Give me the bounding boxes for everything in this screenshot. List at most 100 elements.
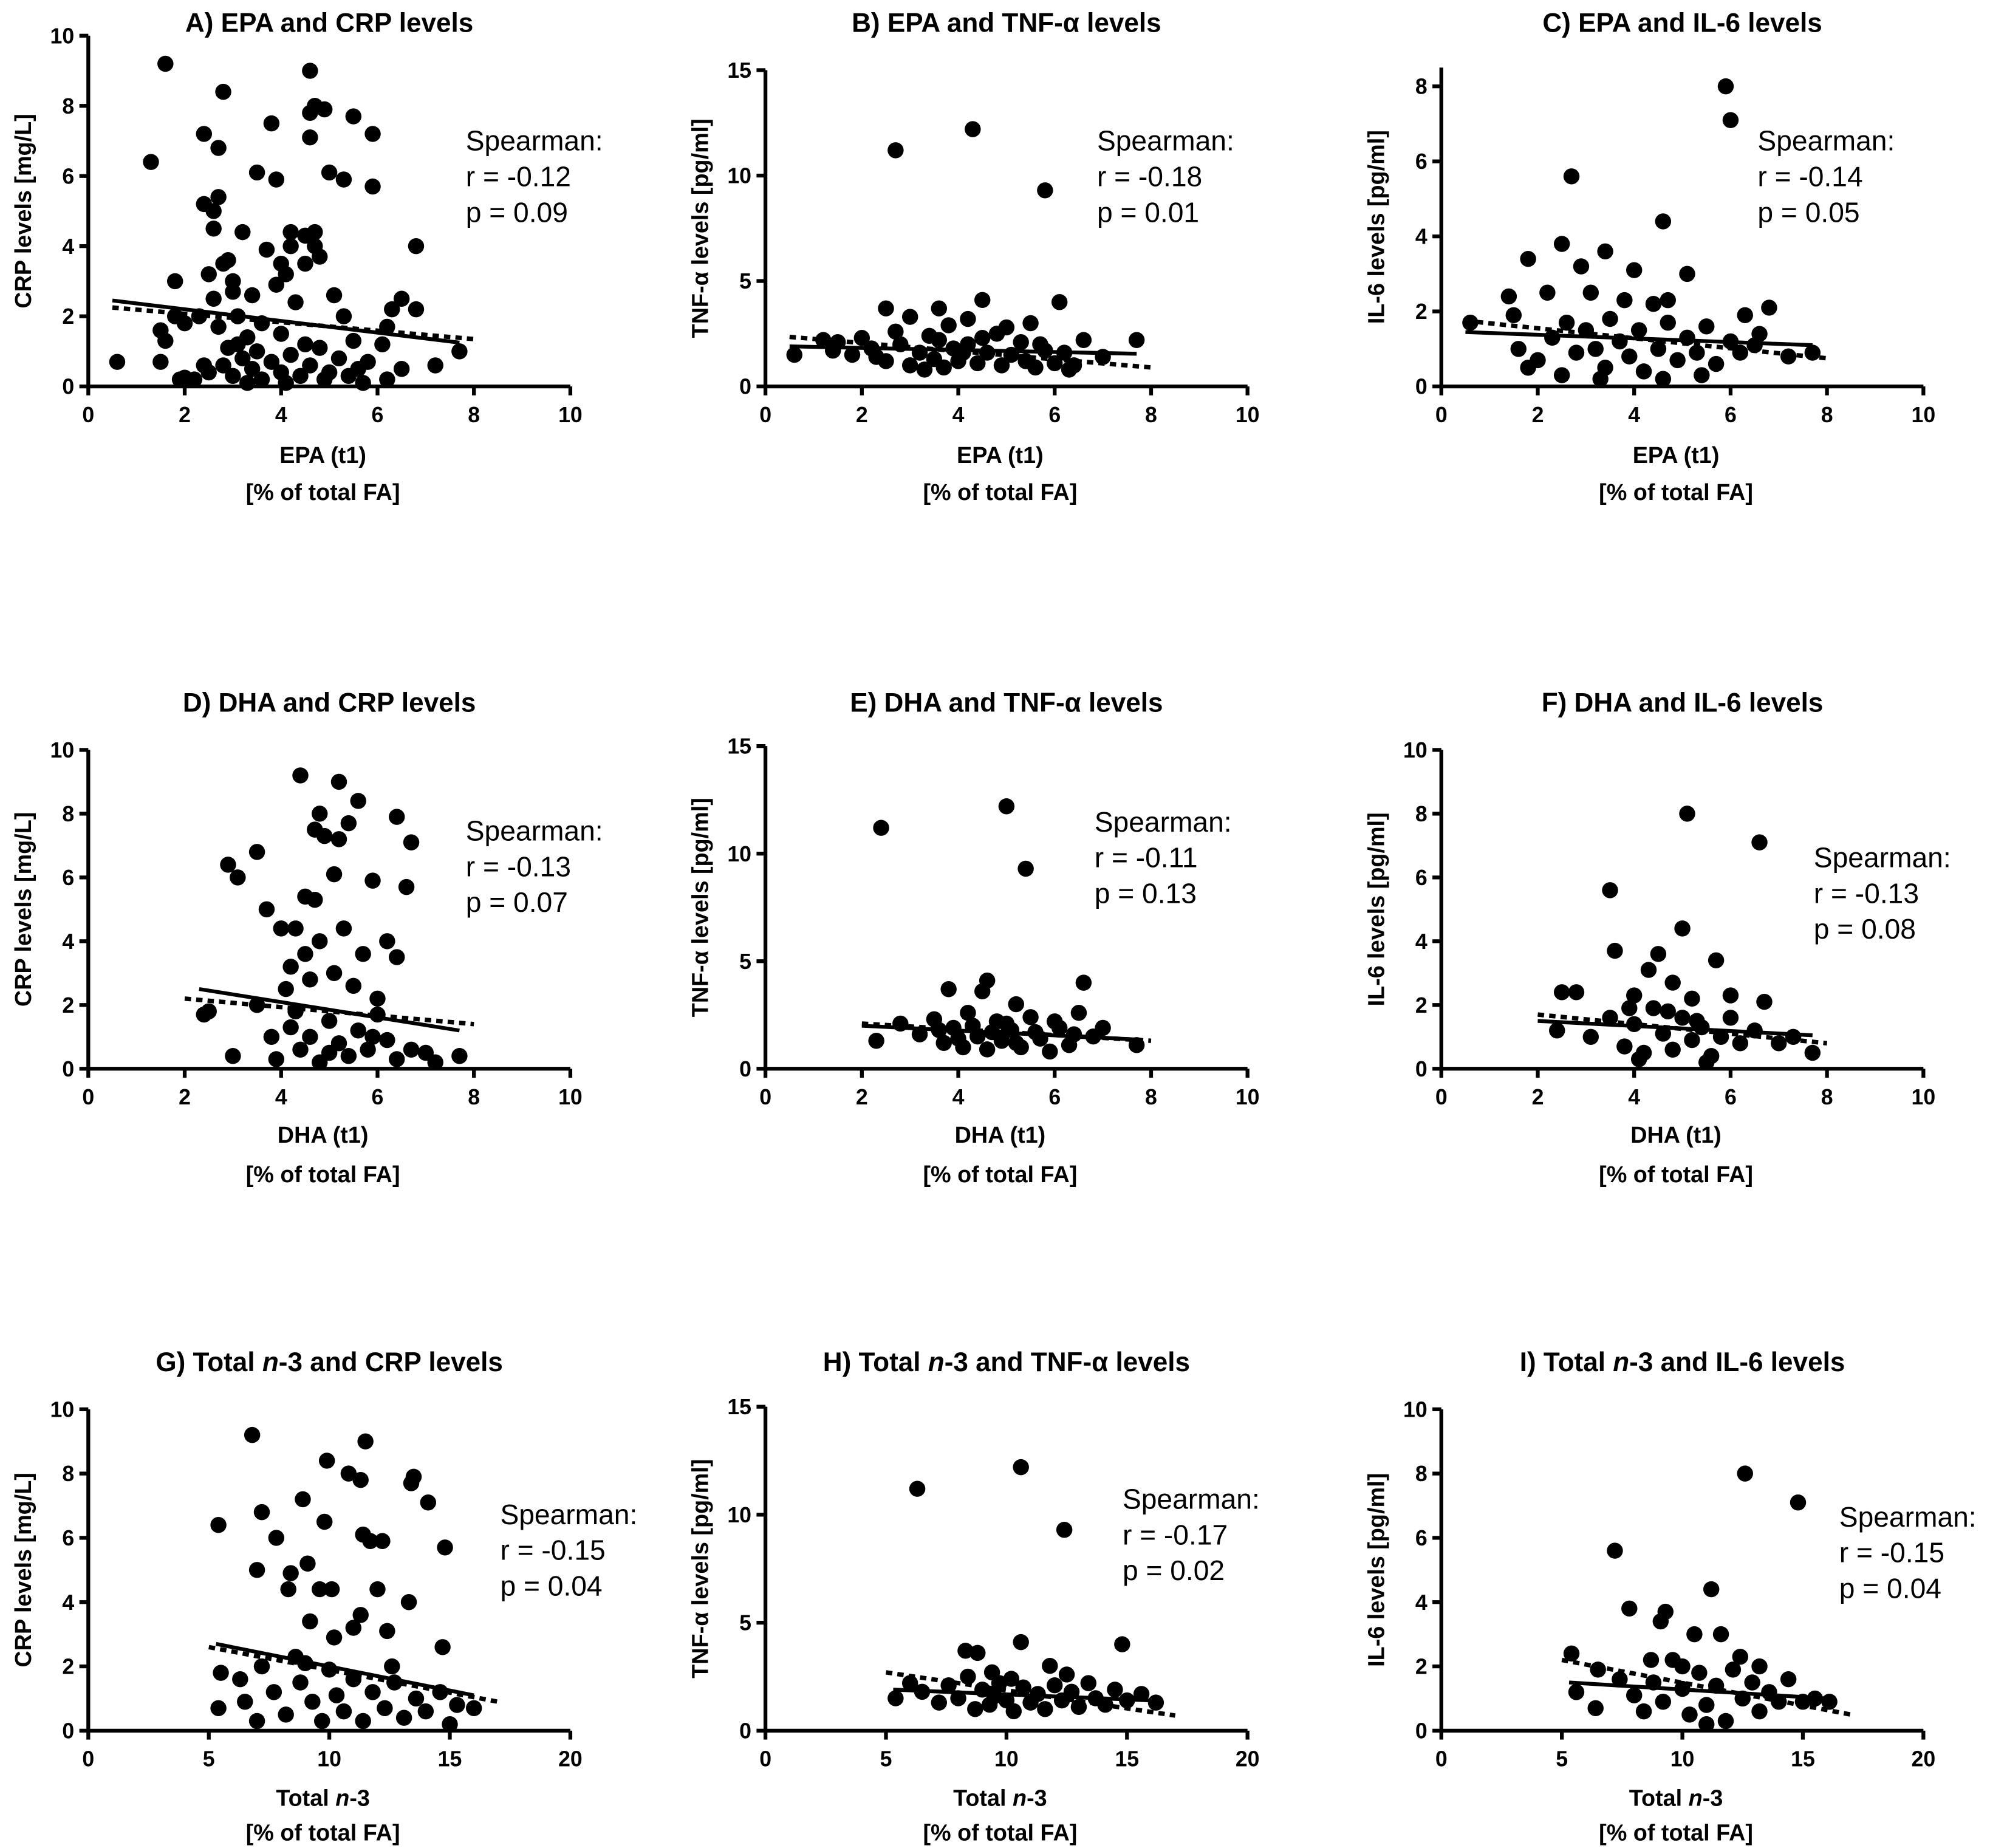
- data-point: [1761, 299, 1777, 316]
- data-point: [969, 355, 986, 372]
- data-point: [1607, 942, 1623, 959]
- data-point: [210, 318, 227, 335]
- data-point: [1553, 236, 1570, 252]
- data-point: [967, 1701, 983, 1717]
- data-point: [916, 361, 933, 378]
- data-point: [403, 834, 420, 850]
- data-point: [1047, 1677, 1063, 1694]
- data-point: [307, 891, 323, 908]
- panel-title: C) EPA and IL-6 levels: [1542, 8, 1822, 38]
- data-point: [1051, 294, 1068, 310]
- y-tick-label: 10: [727, 164, 751, 188]
- data-point: [824, 342, 841, 359]
- data-point: [878, 300, 894, 317]
- data-point: [1708, 355, 1725, 372]
- data-point: [1717, 78, 1734, 95]
- data-point: [1708, 952, 1725, 969]
- data-point: [1013, 334, 1029, 351]
- data-point: [200, 266, 217, 282]
- x-tick-label: 0: [759, 403, 771, 427]
- data-point: [1804, 1044, 1821, 1061]
- data-point: [1626, 262, 1643, 278]
- data-point: [364, 178, 381, 195]
- data-point: [1553, 367, 1570, 383]
- data-point: [258, 901, 275, 918]
- panel-title: B) EPA and TNF-α levels: [852, 8, 1161, 38]
- data-point: [280, 1581, 296, 1598]
- data-point: [1075, 974, 1092, 991]
- y-tick-label: 2: [1415, 1655, 1428, 1679]
- data-point: [302, 129, 318, 146]
- data-point: [1626, 1687, 1643, 1703]
- data-point: [1698, 1697, 1715, 1713]
- data-point: [313, 1713, 330, 1730]
- y-axis-label: TNF-α levels [pg/ml]: [688, 118, 714, 338]
- regression-line-dashed: [184, 996, 474, 1027]
- x-tick-label: 6: [372, 403, 384, 427]
- spearman-stat: r = -0.15: [500, 1535, 605, 1566]
- y-tick-label: 10: [727, 842, 751, 866]
- data-point: [1698, 1716, 1715, 1733]
- data-point: [345, 108, 362, 125]
- data-point: [157, 55, 174, 72]
- x-axis-label: DHA (t1): [278, 1123, 369, 1148]
- x-tick-label: 20: [1912, 1747, 1936, 1771]
- data-point: [1597, 243, 1613, 260]
- data-point: [1621, 1600, 1638, 1617]
- x-axis-label: Total n-3: [1629, 1786, 1723, 1812]
- data-point: [292, 1674, 309, 1691]
- data-point: [335, 1703, 352, 1720]
- data-point: [186, 371, 203, 388]
- data-point: [357, 1433, 374, 1449]
- data-point: [335, 171, 352, 188]
- data-point: [1643, 1652, 1660, 1668]
- x-tick-label: 8: [1821, 1085, 1833, 1109]
- panel-title: H) Total n-3 and TNF-α levels: [823, 1347, 1190, 1377]
- panel-b: B) EPA and TNF-α levels 0 2 4 6 8 10 0 5 10 15 EPA …: [688, 8, 1260, 505]
- data-point: [1621, 348, 1638, 364]
- data-point: [377, 1700, 393, 1717]
- spearman-stat: Spearman:: [1814, 842, 1951, 874]
- data-point: [362, 1533, 378, 1549]
- data-point: [312, 340, 328, 356]
- panel-d: D) DHA and CRP levels 0 2 4 6 8 10 0 2 4 6 8 10 DHA (…: [11, 688, 603, 1188]
- data-point: [960, 310, 976, 327]
- panel-f: F) DHA and IL-6 levels 0 2 4 6 8 10 0 2 4 6 8 10 DHA …: [1364, 688, 1951, 1188]
- x-axis-label-units: [% of total FA]: [1599, 480, 1753, 505]
- data-point: [379, 1032, 395, 1049]
- y-tick-label: 5: [739, 1611, 751, 1635]
- panel-title: D) DHA and CRP levels: [183, 688, 476, 717]
- x-tick-label: 8: [1821, 403, 1833, 427]
- x-tick-label: 4: [952, 403, 965, 427]
- data-point: [352, 1471, 369, 1488]
- data-point: [299, 1555, 316, 1572]
- x-tick-label: 10: [317, 1747, 341, 1771]
- x-tick-label: 8: [468, 403, 480, 427]
- data-point: [278, 1706, 294, 1723]
- data-point: [408, 238, 425, 255]
- data-point: [330, 773, 347, 790]
- data-point: [1681, 1706, 1698, 1723]
- data-point: [1128, 332, 1145, 348]
- data-point: [1703, 1581, 1720, 1598]
- data-point: [887, 142, 904, 159]
- data-point: [323, 1581, 340, 1598]
- y-tick-label: 15: [727, 734, 751, 759]
- data-point: [451, 1048, 468, 1064]
- data-point: [1679, 265, 1695, 282]
- data-point: [1032, 336, 1048, 352]
- data-point: [278, 980, 294, 998]
- x-tick-label: 2: [179, 403, 191, 427]
- data-point: [302, 971, 318, 988]
- x-tick-label: 4: [1628, 1085, 1640, 1109]
- y-tick-label: 4: [1415, 225, 1428, 249]
- data-point: [248, 343, 265, 360]
- data-point: [1047, 1013, 1063, 1030]
- data-point: [345, 977, 362, 994]
- y-tick-label: 6: [62, 1526, 74, 1550]
- data-point: [449, 1697, 465, 1713]
- spearman-stat: p = 0.01: [1097, 196, 1199, 228]
- data-point: [1602, 882, 1618, 898]
- spearman-stat: Spearman:: [1839, 1501, 1977, 1533]
- data-point: [388, 949, 405, 965]
